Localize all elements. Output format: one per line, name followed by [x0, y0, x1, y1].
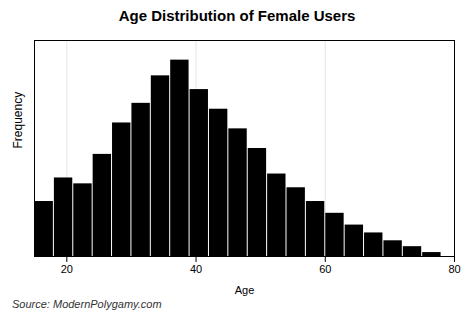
svg-text:60: 60: [319, 263, 331, 275]
html-text:Age Distribution of Female Use: Age Distribution of Female Users: [118, 7, 356, 24]
svg-text:80: 80: [448, 263, 460, 275]
svg-text:Frequency: Frequency: [11, 92, 25, 149]
svg-text:20: 20: [61, 263, 73, 275]
svg-text:40: 40: [190, 263, 202, 275]
svg-text:Age: Age: [235, 284, 255, 296]
html-text:Source: ModernPolygamy.com: Source: ModernPolygamy.com: [12, 298, 162, 310]
